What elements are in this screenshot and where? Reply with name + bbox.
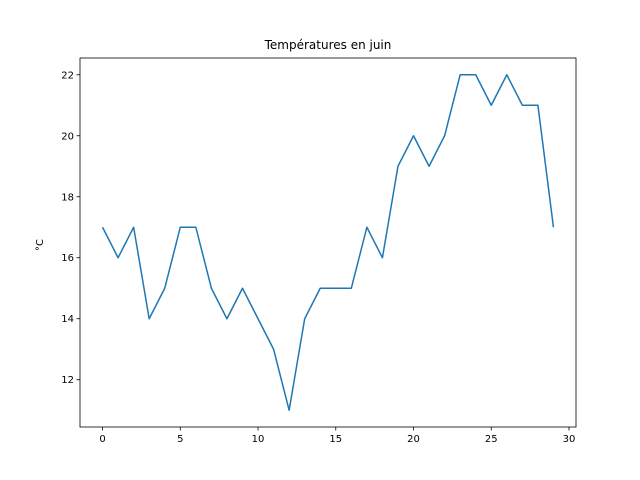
y-axis-label: °C — [35, 239, 46, 251]
x-tick-label: 5 — [177, 434, 183, 445]
y-tick-label: 20 — [61, 131, 74, 142]
y-tick-label: 12 — [61, 375, 74, 386]
x-tick-label: 25 — [485, 434, 498, 445]
chart-title: Températures en juin — [264, 38, 392, 52]
x-tick-label: 15 — [329, 434, 342, 445]
x-tick-label: 30 — [563, 434, 576, 445]
x-tick-label: 0 — [99, 434, 105, 445]
y-tick-label: 14 — [61, 314, 74, 325]
y-tick-label: 16 — [61, 253, 74, 264]
y-tick-label: 18 — [61, 192, 74, 203]
y-tick-label: 22 — [61, 70, 74, 81]
x-tick-label: 10 — [252, 434, 265, 445]
x-tick-label: 20 — [407, 434, 420, 445]
